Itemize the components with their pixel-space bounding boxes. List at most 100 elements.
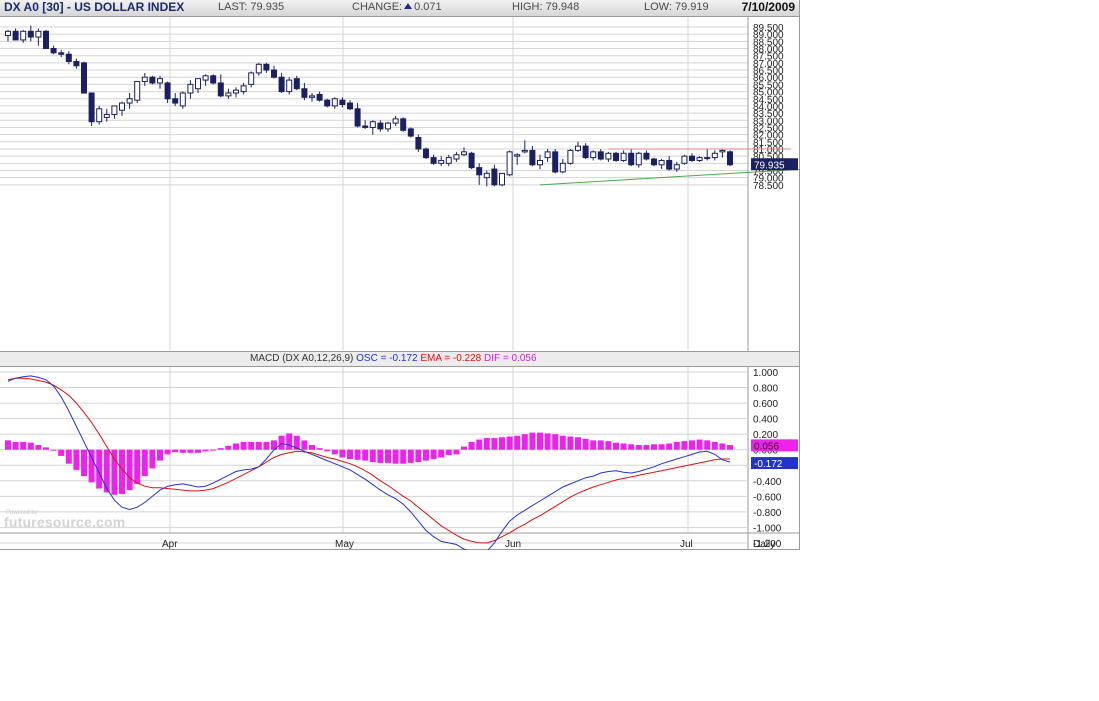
macd-tick-label: 0.800 bbox=[753, 384, 778, 395]
candle-body bbox=[225, 92, 232, 97]
candle-body bbox=[301, 88, 308, 98]
candle-body bbox=[559, 162, 566, 173]
candle-body bbox=[255, 63, 262, 74]
dif-bar bbox=[582, 438, 589, 450]
candle-body bbox=[628, 152, 635, 166]
dif-bar bbox=[590, 440, 597, 450]
candle-body bbox=[400, 118, 407, 131]
dif-bar bbox=[50, 449, 57, 451]
dif-bar bbox=[506, 436, 513, 450]
candle-body bbox=[392, 118, 399, 124]
price-tick-label: 86.500 bbox=[753, 66, 784, 77]
candle-body bbox=[719, 149, 726, 153]
price-tick-label: 82.000 bbox=[753, 131, 784, 142]
dif-bar bbox=[491, 438, 498, 450]
dif-bar bbox=[514, 435, 521, 450]
dif-bar bbox=[711, 441, 718, 450]
candle-body bbox=[27, 30, 34, 38]
dif-bar bbox=[12, 441, 19, 450]
candle-body bbox=[347, 102, 353, 110]
dif-bar bbox=[255, 441, 262, 450]
candle-body bbox=[43, 30, 49, 50]
dif-bar bbox=[73, 449, 80, 470]
change-label: CHANGE: bbox=[352, 1, 403, 13]
candle-body bbox=[468, 152, 475, 169]
dif-bar bbox=[529, 432, 536, 450]
candle-body bbox=[620, 152, 627, 161]
candle-body bbox=[240, 85, 247, 93]
dif-bar bbox=[468, 441, 475, 450]
x-month-label: Jun bbox=[505, 539, 521, 550]
candle-body bbox=[233, 89, 239, 94]
dif-bar bbox=[575, 437, 581, 450]
price-tick-label: 80.500 bbox=[753, 152, 784, 163]
candle-body bbox=[96, 108, 103, 123]
price-tick-label: 86.000 bbox=[753, 73, 784, 84]
candle-body bbox=[537, 159, 543, 166]
candle-body bbox=[293, 78, 300, 90]
macd-header: MACD (DX A0,12,26,9) OSC = -0.172 EMA = … bbox=[0, 351, 799, 367]
candle-body bbox=[164, 82, 171, 100]
dif-bar bbox=[172, 449, 179, 453]
dif-bar bbox=[141, 449, 148, 477]
dif-bar bbox=[225, 445, 232, 450]
candle-body bbox=[658, 159, 665, 166]
candle-body bbox=[666, 159, 673, 170]
macd-tick-label: -1.200 bbox=[753, 539, 782, 550]
watermark-powered-by: Powered by bbox=[6, 510, 38, 516]
dif-bar bbox=[103, 449, 110, 493]
dif-bar bbox=[271, 440, 277, 450]
dif-bar bbox=[301, 440, 308, 450]
dif-bar bbox=[164, 449, 171, 455]
dif-bar bbox=[263, 441, 270, 450]
macd-tick-label: -1.000 bbox=[753, 523, 782, 534]
dif-bar bbox=[35, 445, 42, 450]
candle-body bbox=[149, 76, 156, 84]
low-label: LOW: bbox=[644, 1, 672, 13]
macd-tick-label: -0.400 bbox=[753, 477, 782, 488]
macd-ema: EMA = -0.228 bbox=[420, 353, 482, 364]
macd-tick-label: 0.600 bbox=[753, 399, 778, 410]
candle-body bbox=[339, 99, 346, 105]
candle-body bbox=[651, 158, 657, 166]
candle-body bbox=[210, 75, 217, 84]
price-tick-label: 89.000 bbox=[753, 30, 784, 41]
candle-body bbox=[103, 114, 110, 118]
last-value: 79.935 bbox=[250, 1, 285, 13]
dif-bar bbox=[719, 443, 726, 450]
price-tick-label: 84.000 bbox=[753, 102, 784, 113]
high-label: HIGH: bbox=[512, 1, 543, 13]
macd-tick-label: -0.600 bbox=[753, 492, 782, 503]
dif-bar bbox=[187, 449, 194, 453]
dif-bar bbox=[483, 438, 490, 450]
x-month-label: Apr bbox=[162, 539, 178, 550]
candle-body bbox=[681, 155, 688, 164]
candle-body bbox=[271, 69, 277, 78]
dif-value-tag-label: 0.056 bbox=[754, 441, 779, 452]
candle-body bbox=[385, 122, 391, 130]
candle-body bbox=[521, 149, 528, 153]
dif-bar bbox=[377, 449, 384, 463]
dif-bar bbox=[415, 449, 422, 463]
price-tick-label: 78.500 bbox=[753, 181, 784, 192]
candle-body bbox=[499, 172, 505, 186]
dif-bar bbox=[635, 445, 642, 450]
dif-bar bbox=[65, 449, 72, 464]
dif-bar bbox=[521, 434, 528, 450]
candle-body bbox=[73, 60, 80, 67]
candle-body bbox=[20, 30, 27, 41]
price-tick-label: 85.500 bbox=[753, 80, 784, 91]
instrument-title: DX A0 [30] - US DOLLAR INDEX bbox=[4, 0, 185, 14]
candle-body bbox=[309, 95, 315, 98]
price-tick-label: 81.000 bbox=[753, 145, 784, 156]
dif-bar bbox=[362, 449, 369, 461]
candle-body bbox=[187, 83, 194, 94]
x-month-label: Jul bbox=[680, 539, 693, 550]
candle-body bbox=[544, 151, 551, 159]
candle-body bbox=[590, 151, 597, 159]
dif-bar bbox=[278, 435, 285, 450]
chart-frame bbox=[0, 0, 800, 550]
candle-body bbox=[5, 30, 11, 37]
dif-bar bbox=[461, 446, 467, 450]
candle-body bbox=[552, 151, 559, 173]
